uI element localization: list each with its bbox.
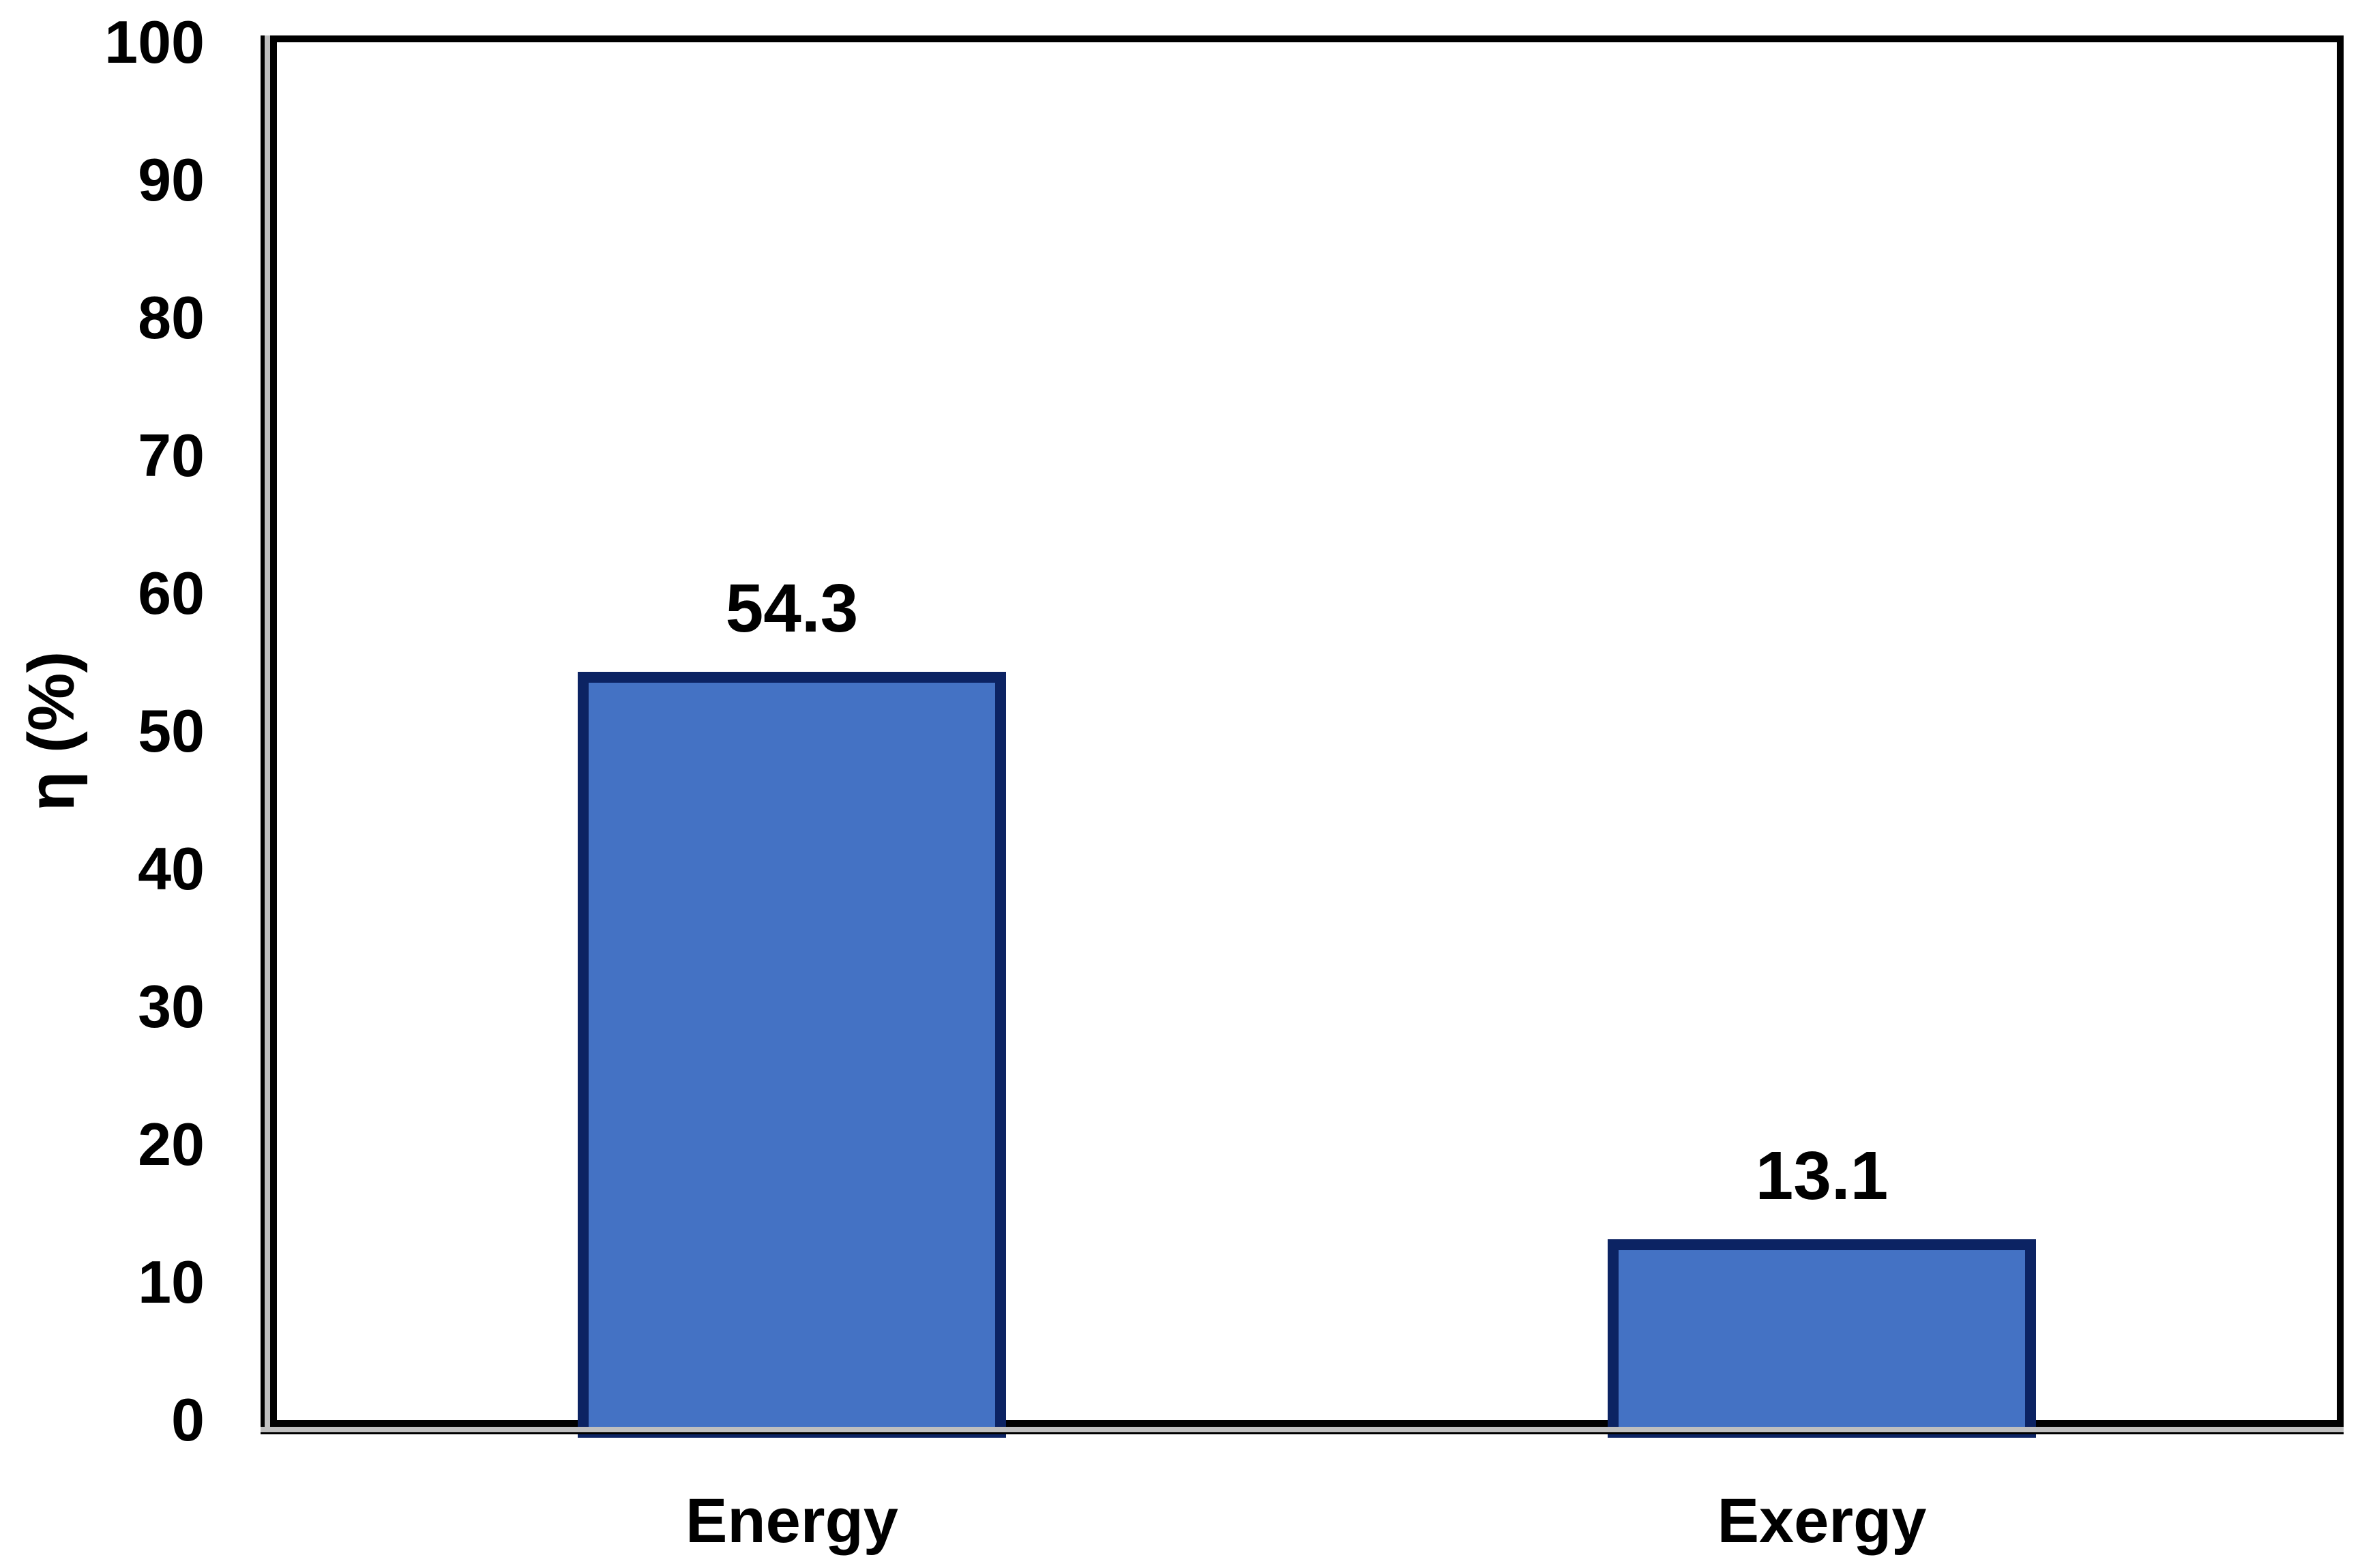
y-axis-line [261,35,270,1432]
y-tick-label: 50 [138,697,205,765]
y-tick-label: 60 [138,559,205,627]
y-tick-label: 100 [104,8,205,76]
y-tick-label: 80 [138,284,205,351]
x-category-label-energy: Energy [685,1486,898,1556]
x-category-label-exergy: Exergy [1717,1486,1927,1556]
data-label-energy: 54.3 [725,570,859,647]
y-tick-label: 70 [138,421,205,489]
bar-exergy [1608,1239,2036,1438]
y-tick-label: 30 [138,973,205,1040]
data-label-exergy: 13.1 [1755,1138,1889,1215]
y-tick-label: 20 [138,1110,205,1178]
bar-energy [578,672,1006,1438]
y-tick-label: 40 [138,835,205,902]
y-tick-label: 10 [138,1248,205,1316]
plot-area: 54.3 13.1 [270,35,2344,1438]
x-axis-line [261,1427,2344,1434]
y-tick-label: 90 [138,146,205,213]
y-tick-label: 0 [171,1386,205,1453]
